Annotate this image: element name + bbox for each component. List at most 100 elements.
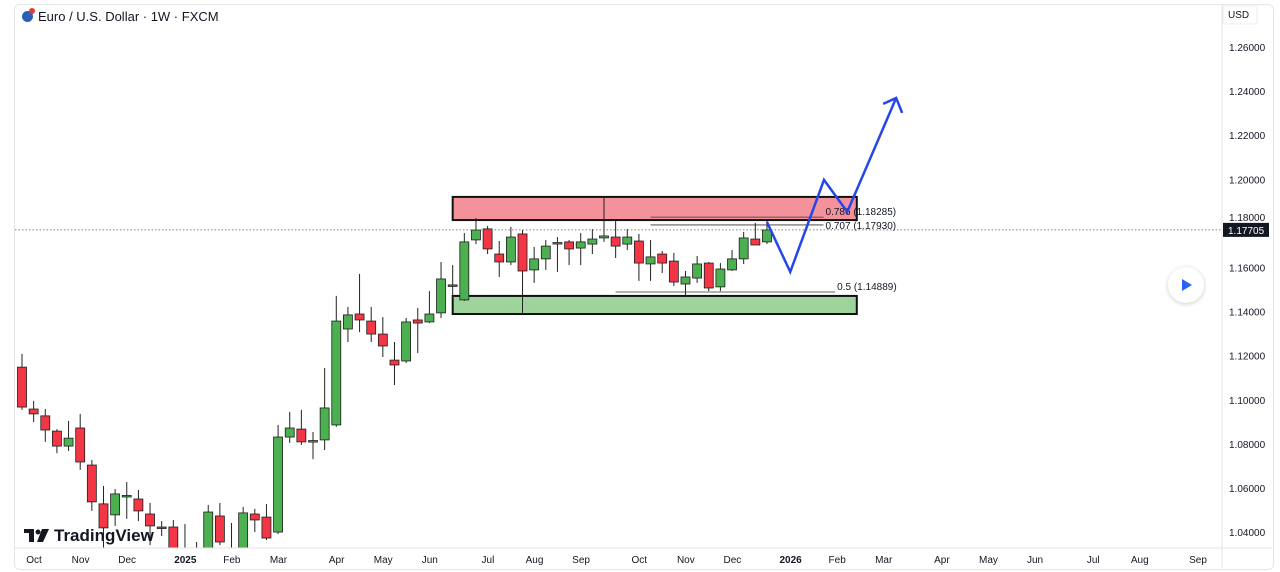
y-tick-label: 1.22000 [1229, 131, 1266, 142]
x-tick-label: 2026 [779, 555, 802, 566]
y-tick-label: 1.26000 [1229, 43, 1266, 54]
candle-body [284, 427, 295, 438]
candle-body [28, 408, 39, 415]
candle-body [424, 313, 435, 323]
fib-level-label: 0.786 (1.18285) [826, 207, 897, 218]
candle-body [110, 493, 121, 516]
play-icon [1182, 279, 1192, 291]
candle-body [238, 512, 249, 548]
candle-body [168, 526, 179, 548]
tradingview-logo-text: TradingView [54, 526, 154, 545]
candle-body [156, 526, 167, 529]
x-tick-label: Dec [118, 555, 136, 566]
x-tick-label: Jul [482, 555, 495, 566]
candle-body [668, 260, 679, 283]
candle-body [738, 237, 749, 260]
candle-body [343, 314, 353, 330]
candle-body [296, 428, 307, 443]
tradingview-logo-icon [24, 529, 49, 542]
candle-body [354, 313, 365, 321]
candle-body [622, 236, 633, 245]
candle-body [505, 236, 516, 263]
last-price-badge [1223, 222, 1269, 237]
candle-body [63, 437, 74, 447]
x-tick-label: May [374, 555, 393, 566]
candle-body [575, 241, 586, 249]
y-tick-label: 1.20000 [1229, 175, 1266, 186]
candle-body [121, 495, 132, 498]
x-tick-label: Mar [270, 555, 288, 566]
candle-body [389, 359, 400, 366]
x-tick-label: Jul [1087, 555, 1100, 566]
y-tick-label: 1.16000 [1229, 263, 1266, 274]
x-tick-label: Feb [829, 555, 847, 566]
candle-body [203, 511, 214, 548]
x-tick-label: Oct [631, 555, 647, 566]
candle-body [540, 245, 551, 260]
candle-body [273, 436, 283, 533]
candle-body [703, 262, 714, 289]
candle-body [494, 253, 505, 263]
fib-level-label: 0.707 (1.17930) [826, 221, 897, 232]
projection-path [765, 97, 898, 276]
plot-area: 0.786 (1.18285) 0.707 (1.17930) 0.5 (1.148… [17, 96, 904, 548]
candle-body [331, 320, 342, 426]
candle-body [447, 284, 458, 287]
projection-arrowhead [882, 96, 904, 114]
x-tick-label: Dec [724, 555, 742, 566]
x-tick-label: May [979, 555, 998, 566]
candle-body [377, 333, 388, 347]
candle-body [17, 366, 27, 408]
x-tick-label: Mar [875, 555, 893, 566]
chart-frame [14, 4, 1274, 570]
candle-body [680, 276, 691, 285]
x-tick-label: Jun [1027, 555, 1043, 566]
x-tick-label: Aug [526, 555, 544, 566]
candle-body [40, 415, 51, 431]
candle-body [261, 516, 272, 539]
x-tick-label: Sep [1189, 555, 1207, 566]
y-tick-label: 1.10000 [1229, 396, 1266, 407]
candle-body [308, 440, 318, 443]
y-tick-label: 1.24000 [1229, 87, 1266, 98]
y-tick-label: 1.12000 [1229, 352, 1266, 363]
candle-body [436, 278, 446, 314]
candle-body [471, 229, 481, 241]
x-tick-label: Sep [572, 555, 590, 566]
fib-level-label: 0.5 (1.14889) [837, 282, 897, 293]
candle-body [482, 228, 493, 250]
candle-body [145, 513, 155, 527]
tradingview-logo: TradingView [24, 526, 154, 546]
candle-body [599, 235, 609, 239]
candle-body [552, 242, 563, 245]
candle-body [587, 238, 598, 245]
candle-body [366, 320, 377, 335]
currency-label[interactable]: USD [1228, 10, 1250, 21]
candle-body [750, 238, 761, 246]
candle-body [634, 240, 644, 264]
candle-body [459, 241, 470, 301]
symbol-title[interactable]: Euro / U.S. Dollar · 1W · FXCM [22, 8, 219, 24]
candle-body [98, 503, 109, 529]
candle-body [133, 498, 144, 512]
candle-body [715, 268, 726, 288]
candle-body [319, 407, 330, 441]
currency-box [1222, 5, 1258, 25]
x-tick-label: Apr [934, 555, 950, 566]
candle-body [517, 233, 528, 272]
candle-body [86, 464, 97, 503]
candle-body [657, 253, 668, 264]
y-tick-label: 1.18000 [1229, 213, 1266, 224]
x-tick-label: Apr [329, 555, 345, 566]
y-tick-label: 1.04000 [1229, 528, 1266, 539]
candle-body [249, 513, 260, 521]
x-tick-label: Nov [72, 555, 90, 566]
replay-play-button[interactable] [1168, 267, 1204, 303]
candle-body [401, 321, 412, 362]
y-tick-label: 1.14000 [1229, 308, 1266, 319]
candle-body [645, 256, 656, 265]
candle-body [412, 319, 423, 324]
candle-body [692, 263, 703, 279]
last-price-text: 1.17705 [1228, 226, 1265, 237]
